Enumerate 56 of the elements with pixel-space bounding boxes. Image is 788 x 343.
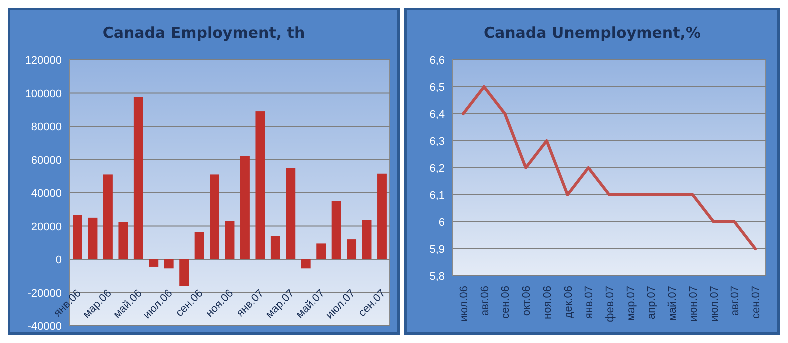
- x-tick-label: окт.06: [521, 286, 534, 316]
- bar: [134, 97, 144, 260]
- x-tick-label: июл.06: [458, 286, 470, 322]
- bar: [88, 218, 98, 260]
- bar: [347, 240, 357, 260]
- bar: [210, 174, 220, 260]
- bar: [118, 222, 128, 260]
- bar: [149, 260, 159, 267]
- bar: [316, 244, 326, 260]
- x-tick-label: сен.07: [750, 286, 763, 319]
- x-tick-label: фев.07: [604, 286, 616, 322]
- bar: [362, 220, 372, 260]
- bar: [301, 260, 311, 269]
- y-tick-label: 120000: [25, 55, 62, 67]
- bar: [378, 174, 387, 260]
- x-tick-label: ноя.06: [542, 286, 554, 320]
- x-tick-label: мар.07: [625, 286, 638, 322]
- bar: [240, 156, 250, 260]
- bar: [194, 232, 204, 260]
- bar: [286, 168, 296, 260]
- bar: [332, 201, 342, 260]
- y-tick-label: 6,1: [430, 190, 445, 202]
- y-tick-label: 0: [56, 254, 62, 266]
- y-tick-label: -40000: [28, 321, 62, 333]
- line-series: [462, 86, 758, 250]
- chart-title: Canada Unemployment,%: [484, 24, 702, 42]
- y-tick-label: 5,9: [430, 244, 445, 256]
- y-tick-label: 6,2: [430, 163, 445, 175]
- y-tick-label: 6,4: [430, 109, 445, 121]
- x-tick-label: май.07: [667, 286, 680, 322]
- x-tick-label: авг.07: [730, 286, 742, 316]
- y-tick-label: 6,6: [430, 55, 445, 67]
- y-tick-label: 80000: [31, 122, 62, 134]
- bar: [73, 215, 82, 260]
- bar: [256, 112, 266, 260]
- x-tick-label: июн.07: [688, 286, 700, 322]
- x-tick-label: дек.06: [562, 286, 575, 319]
- y-tick-label: 6,3: [430, 136, 445, 148]
- y-tick-label: 5,8: [430, 271, 445, 283]
- bar: [180, 260, 190, 286]
- y-tick-label: 6: [438, 217, 445, 229]
- y-tick-label: 6,5: [430, 82, 445, 94]
- x-tick-label: июл.07: [708, 286, 721, 322]
- x-tick-label: янв.07: [584, 286, 596, 320]
- bar: [103, 174, 113, 260]
- chart-title: Canada Employment, th: [102, 24, 306, 42]
- bar: [225, 221, 235, 260]
- y-tick-label: 60000: [31, 154, 62, 167]
- x-tick-label: апр.07: [646, 286, 658, 320]
- y-tick-label: 100000: [25, 88, 62, 100]
- x-tick-label: сен.06: [500, 286, 512, 319]
- x-tick-label: авг.06: [479, 286, 492, 316]
- bar: [270, 236, 280, 260]
- y-tick-label: 40000: [31, 188, 62, 200]
- bar: [164, 260, 174, 269]
- y-tick-label: 20000: [31, 221, 62, 234]
